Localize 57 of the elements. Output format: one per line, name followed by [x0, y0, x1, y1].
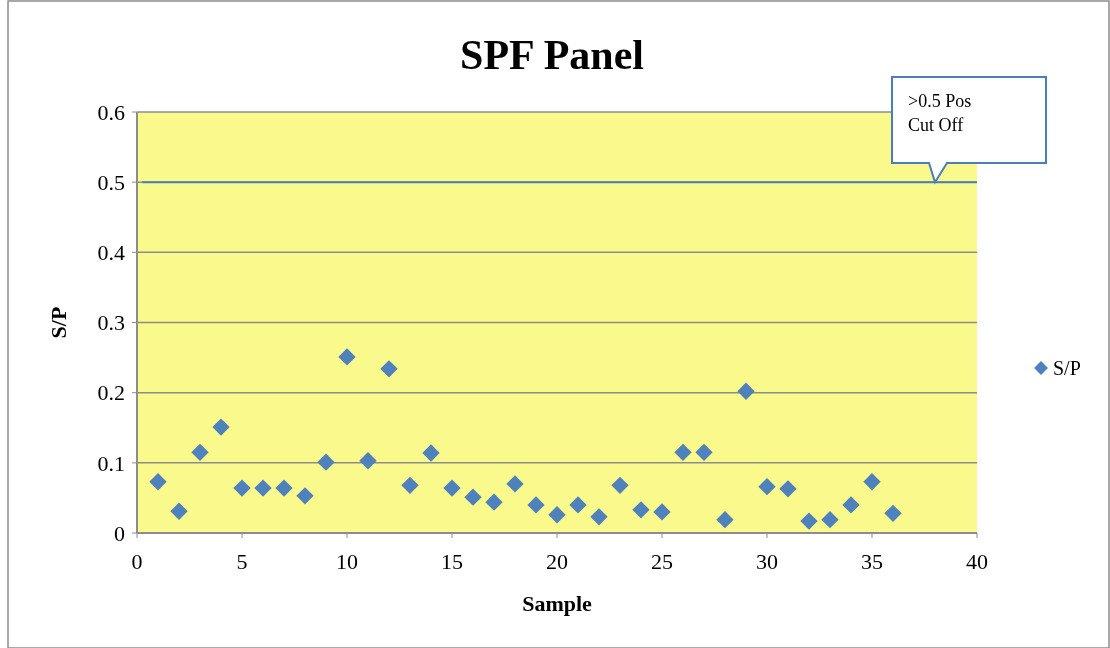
point: [653, 503, 671, 521]
point: [485, 493, 503, 511]
point: [401, 476, 419, 494]
chart-title: SPF Panel: [460, 32, 644, 78]
point: [695, 443, 713, 461]
x-tick-label: 30: [756, 549, 778, 574]
point: [737, 382, 755, 400]
point: [779, 480, 797, 498]
y-tick-label: 0.1: [97, 450, 125, 476]
point: [632, 501, 650, 519]
y-tick-label: 0.6: [97, 99, 125, 125]
x-tick-label: 10: [336, 549, 358, 574]
ref-line-label: >0.5 Pos Cut Off: [908, 91, 972, 135]
point: [863, 473, 881, 491]
y-tick-label: 0.4: [97, 240, 125, 266]
point: [233, 479, 251, 497]
point: [380, 360, 398, 378]
point: [758, 478, 776, 496]
point: [212, 418, 230, 436]
x-tick-label: 35: [861, 549, 883, 574]
point: [359, 452, 377, 470]
x-tick-label: 5: [236, 549, 248, 574]
point: [443, 479, 461, 497]
y-tick-label: 0.2: [97, 380, 125, 406]
point: [842, 496, 860, 514]
point: [716, 511, 734, 529]
point: [569, 496, 587, 514]
point: [338, 348, 356, 366]
point: [674, 443, 692, 461]
x-tick-label: 40: [966, 549, 988, 574]
y-tick-label: 0: [114, 520, 125, 546]
x-tick-label: 15: [441, 549, 463, 574]
point: [170, 502, 188, 520]
point: [590, 508, 608, 526]
point: [548, 506, 566, 524]
y-tick-label: 0.3: [97, 310, 125, 336]
legend-label: S/P: [1053, 357, 1081, 379]
point: [191, 443, 209, 461]
point: [422, 444, 440, 462]
point: [296, 487, 314, 505]
point: [821, 511, 839, 529]
x-tick-label: 0: [131, 549, 143, 574]
y-tick-label: 0.5: [97, 169, 125, 195]
point: [275, 479, 293, 497]
point: [317, 453, 335, 471]
point: [149, 473, 167, 491]
y-axis-title: S/P: [46, 306, 71, 339]
point: [254, 479, 272, 497]
x-tick-label: 25: [651, 549, 673, 574]
x-axis-title: Sample: [522, 591, 593, 616]
point: [464, 488, 482, 506]
point: [884, 504, 902, 523]
point: [527, 496, 545, 514]
point: [800, 512, 818, 530]
point: [611, 476, 629, 494]
x-tick-label: 20: [546, 549, 568, 574]
point: [506, 475, 524, 493]
